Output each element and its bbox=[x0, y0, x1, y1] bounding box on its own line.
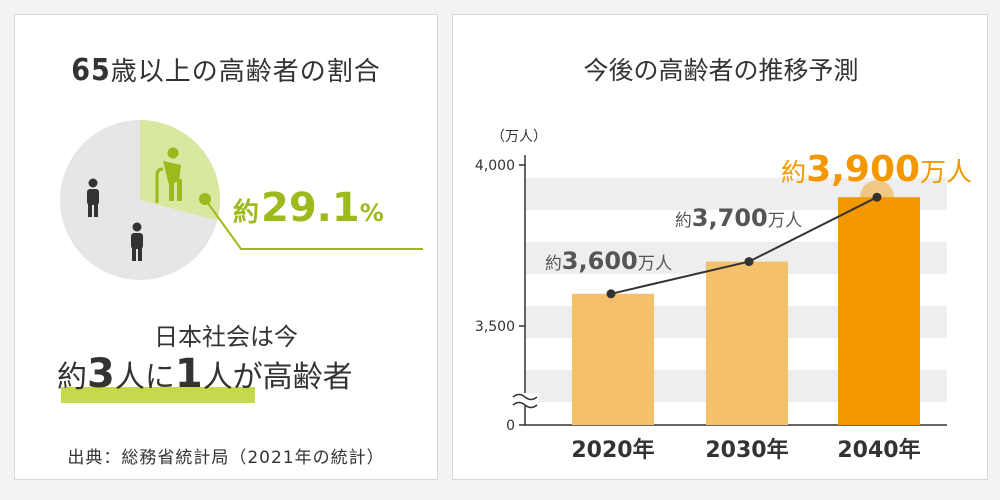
axis-break-mark bbox=[512, 401, 538, 409]
axis-break-mark bbox=[512, 393, 538, 401]
percent-value: 29.1 bbox=[261, 185, 360, 231]
data-label-prefix: 約 bbox=[675, 210, 692, 230]
lead-text: 日本社会は今 bbox=[154, 323, 298, 351]
forecast-chart: 今後の高齢者の推移予測 （万人） 4,000 3,500 0 2020年 2030年 2040… bbox=[475, 56, 972, 463]
x-tick-label: 2040年 bbox=[837, 437, 920, 463]
title-number: 65 bbox=[71, 53, 111, 88]
elderly-body bbox=[163, 161, 181, 185]
person-body bbox=[87, 189, 99, 205]
trend-point bbox=[744, 257, 754, 267]
y-tick-label: 4,000 bbox=[475, 158, 515, 174]
elderly-pie-chart bbox=[60, 120, 423, 280]
person-body bbox=[131, 233, 143, 249]
data-label-unit: 万人 bbox=[920, 158, 972, 188]
trend-point bbox=[606, 289, 616, 299]
y-tick-label: 0 bbox=[506, 418, 515, 434]
person-head bbox=[132, 222, 142, 232]
chart-title: 今後の高齢者の推移予測 bbox=[583, 56, 858, 85]
trend-point bbox=[872, 192, 882, 202]
data-label: 約3,700万人 bbox=[675, 204, 802, 232]
person-head bbox=[88, 178, 98, 188]
data-label-value: 3,600 bbox=[562, 247, 638, 275]
data-label-unit: 万人 bbox=[638, 254, 673, 274]
elderly-leg bbox=[169, 181, 174, 201]
x-tick-label: 2020年 bbox=[571, 437, 654, 463]
bar bbox=[706, 261, 788, 425]
person-icon bbox=[87, 178, 99, 217]
axis-break bbox=[511, 393, 539, 409]
elderly-percent-label: 約29.1% bbox=[233, 185, 384, 231]
elderly-ratio-panel: 65歳以上の高齢者の割合 約29.1% 日本社会は今 約3人に1人が高齢者 出典… bbox=[14, 14, 438, 480]
bar bbox=[838, 197, 920, 425]
y-tick-label: 3,500 bbox=[475, 319, 515, 335]
data-label-value: 3,900 bbox=[806, 149, 920, 190]
person-leg bbox=[132, 247, 136, 261]
source-note: 出典：総務省統計局（2021年の統計） bbox=[67, 448, 385, 468]
statement-part: 約 bbox=[57, 360, 87, 395]
statement-number: 1 bbox=[174, 351, 203, 397]
data-label-prefix: 約 bbox=[545, 253, 562, 273]
ratio-statement: 約3人に1人が高齢者 bbox=[57, 351, 353, 397]
left-panel-title: 65歳以上の高齢者の割合 bbox=[15, 51, 437, 88]
x-tick-label: 2030年 bbox=[705, 437, 788, 463]
person-leg bbox=[88, 203, 92, 217]
statement-number: 3 bbox=[87, 351, 115, 397]
data-label-unit: 万人 bbox=[768, 211, 803, 231]
statement-part: 人に bbox=[114, 360, 175, 395]
data-label-prefix: 約 bbox=[781, 158, 806, 187]
data-label: 約3,900万人 bbox=[781, 149, 972, 190]
bar bbox=[572, 293, 654, 425]
person-leg bbox=[138, 247, 142, 261]
person-icon bbox=[131, 222, 143, 261]
data-label: 約3,600万人 bbox=[545, 247, 672, 275]
data-label-value: 3,700 bbox=[692, 204, 768, 232]
title-text: 歳以上の高齢者の割合 bbox=[110, 57, 381, 87]
y-axis-label: （万人） bbox=[491, 129, 547, 145]
elderly-head bbox=[167, 147, 179, 159]
elderly-person-icon bbox=[155, 147, 182, 203]
statement-part: 人が高齢者 bbox=[202, 360, 353, 395]
cane-icon bbox=[155, 167, 164, 203]
person-leg bbox=[94, 203, 98, 217]
percent-prefix: 約 bbox=[233, 198, 260, 228]
callout-line bbox=[204, 198, 423, 250]
highlight-underline bbox=[61, 387, 255, 403]
percent-suffix: % bbox=[359, 199, 384, 227]
forecast-panel: 今後の高齢者の推移予測 （万人） 4,000 3,500 0 2020年 2030年 2040… bbox=[452, 14, 988, 480]
elderly-leg bbox=[177, 179, 182, 201]
